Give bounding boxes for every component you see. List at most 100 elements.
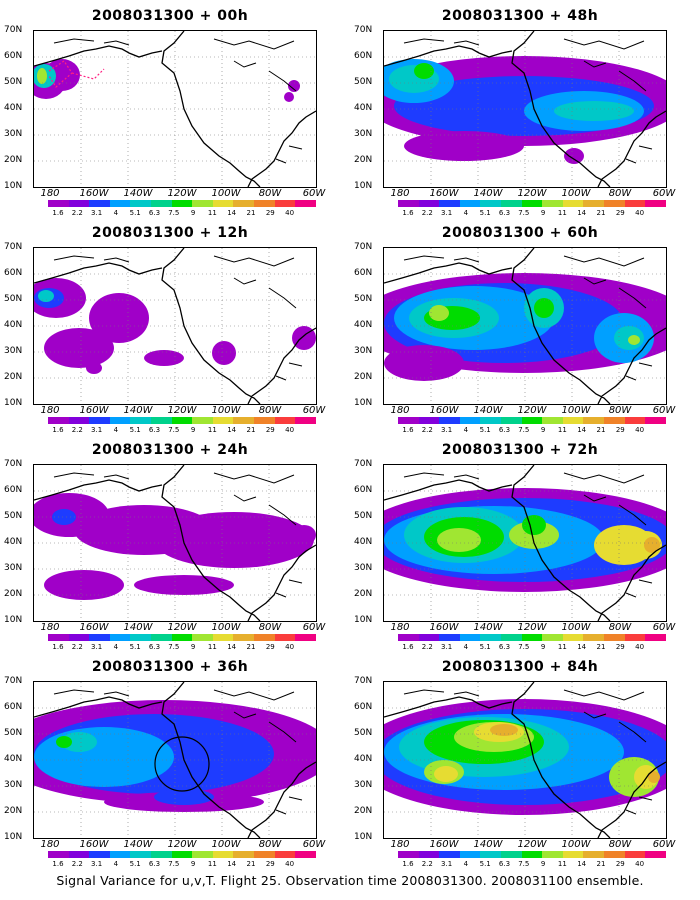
colorbar-swatch xyxy=(583,634,605,641)
latitude-label: 20N xyxy=(354,155,373,165)
colorbar-label: 5.1 xyxy=(479,209,491,217)
longitude-label: 60W xyxy=(302,839,326,850)
colorbar-swatch xyxy=(274,634,296,641)
map-plot xyxy=(33,681,317,839)
colorbar-label: 3.1 xyxy=(441,860,453,868)
panel-title: 2008031300 + 60h xyxy=(441,225,599,241)
colorbar-swatch xyxy=(542,634,563,641)
latitude-label: 10N xyxy=(354,181,373,191)
longitude-label: 120W xyxy=(167,405,197,416)
longitude-label: 120W xyxy=(517,622,547,633)
longitude-label: 100W xyxy=(211,188,241,199)
colorbar-swatch xyxy=(109,417,131,424)
colorbar-label: 21 xyxy=(246,426,256,434)
longitude-label: 60W xyxy=(302,405,326,416)
colorbar-label: 4 xyxy=(463,643,469,651)
latitude-label: 40N xyxy=(354,320,373,330)
variance-contour xyxy=(288,80,300,92)
colorbar-label: 21 xyxy=(246,860,256,868)
coastline xyxy=(384,248,666,404)
latitude-label: 30N xyxy=(4,129,23,139)
longitude-label: 160W xyxy=(429,405,459,416)
variance-contour xyxy=(292,525,316,545)
map-plot xyxy=(33,30,317,188)
colorbar-swatch xyxy=(151,634,172,641)
colorbar-label: 29 xyxy=(265,426,275,434)
colorbar xyxy=(48,200,316,207)
latitude-label: 30N xyxy=(4,780,23,790)
longitude-label: 60W xyxy=(652,839,676,850)
latitude-label: 70N xyxy=(4,242,23,252)
colorbar-label: 14 xyxy=(577,643,587,651)
colorbar-label: 1.6 xyxy=(52,643,64,651)
colorbar-swatch xyxy=(398,200,419,207)
latitude-label: 30N xyxy=(4,346,23,356)
colorbar-swatch xyxy=(233,634,255,641)
colorbar-label: 6.3 xyxy=(498,426,511,434)
panel-title: 2008031300 + 48h xyxy=(441,8,599,24)
colorbar-swatch xyxy=(212,851,234,858)
colorbar-swatch xyxy=(459,417,481,424)
colorbar-label: 29 xyxy=(615,209,625,217)
colorbar-swatch xyxy=(645,851,666,858)
colorbar-label: 11 xyxy=(557,860,567,868)
colorbar-swatch xyxy=(624,200,646,207)
colorbar-label: 1.6 xyxy=(52,426,64,434)
colorbar-label: 6.3 xyxy=(148,426,161,434)
colorbar xyxy=(398,417,666,424)
colorbar-label: 29 xyxy=(615,860,625,868)
colorbar-swatch xyxy=(274,200,296,207)
variance-contour xyxy=(490,724,518,736)
latitude-label: 50N xyxy=(4,294,23,304)
map-plot xyxy=(383,681,667,839)
colorbar-swatch xyxy=(604,634,625,641)
latitude-label: 10N xyxy=(4,615,23,625)
longitude-label: 160W xyxy=(79,188,109,199)
longitude-label: 160W xyxy=(429,622,459,633)
colorbar-swatch xyxy=(562,200,584,207)
colorbar-swatch xyxy=(645,634,666,641)
colorbar-label: 2.2 xyxy=(421,860,433,868)
colorbar-swatch xyxy=(583,417,605,424)
latitude-label: 50N xyxy=(4,77,23,87)
colorbar-label: 14 xyxy=(227,426,237,434)
latitude-label: 40N xyxy=(4,320,23,330)
colorbar-swatch xyxy=(521,200,543,207)
colorbar-label: 4 xyxy=(113,643,119,651)
variance-contour xyxy=(154,512,314,568)
colorbar-swatch xyxy=(48,417,69,424)
latitude-label: 70N xyxy=(4,459,23,469)
colorbar-swatch xyxy=(274,417,296,424)
colorbar-swatch xyxy=(89,634,110,641)
variance-contour xyxy=(44,328,114,368)
colorbar-swatch xyxy=(48,851,69,858)
colorbar-swatch xyxy=(295,634,316,641)
colorbar-swatch xyxy=(254,417,275,424)
colorbar-swatch xyxy=(233,200,255,207)
colorbar-label: 40 xyxy=(285,209,295,217)
colorbar-swatch xyxy=(480,417,502,424)
longitude-label: 60W xyxy=(652,188,676,199)
variance-contour xyxy=(564,148,584,164)
colorbar-swatch xyxy=(89,200,110,207)
colorbar-label: 4 xyxy=(463,426,469,434)
colorbar-label: 29 xyxy=(615,426,625,434)
variance-contour xyxy=(38,290,54,302)
colorbar-swatch xyxy=(254,200,275,207)
longitude-label: 180 xyxy=(390,405,410,416)
latitude-label: 60N xyxy=(4,485,23,495)
colorbar-swatch xyxy=(171,417,193,424)
longitude-label: 140W xyxy=(473,188,503,199)
colorbar-swatch xyxy=(398,634,419,641)
colorbar-swatch xyxy=(68,851,90,858)
colorbar-swatch xyxy=(459,200,481,207)
longitude-label: 60W xyxy=(302,622,326,633)
colorbar-swatch xyxy=(459,634,481,641)
colorbar-swatch xyxy=(192,634,213,641)
colorbar-label: 5.1 xyxy=(129,643,141,651)
colorbar-label: 5.1 xyxy=(129,426,141,434)
colorbar-label: 6.3 xyxy=(148,643,161,651)
colorbar-swatch xyxy=(130,417,152,424)
latitude-label: 50N xyxy=(354,77,373,87)
longitude-label: 180 xyxy=(40,405,60,416)
